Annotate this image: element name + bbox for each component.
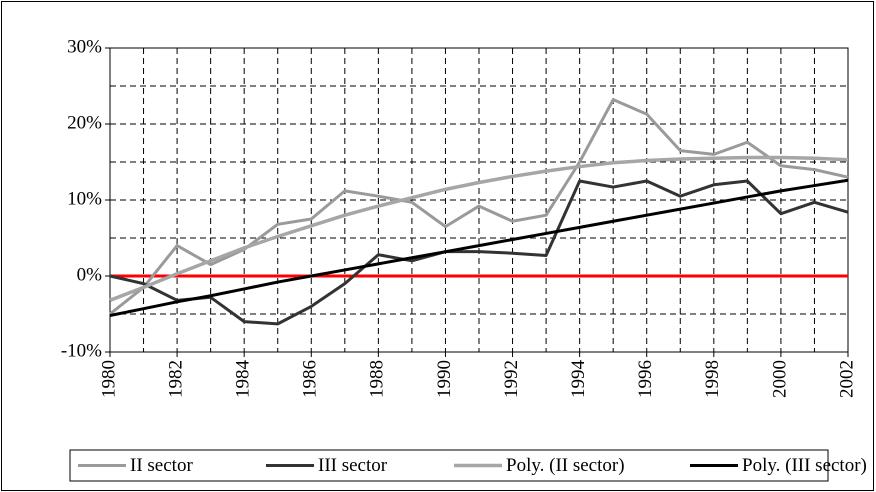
x-tick-label: 1988 xyxy=(367,360,388,398)
x-tick-label: 1986 xyxy=(300,360,321,398)
y-tick-label: 0% xyxy=(77,264,103,285)
x-tick-label: 2000 xyxy=(769,360,790,398)
legend-label: Poly. (II sector) xyxy=(506,455,625,476)
x-tick-label: 1994 xyxy=(568,360,589,399)
x-tick-label: 1984 xyxy=(233,360,254,399)
x-tick-label: 1980 xyxy=(98,360,119,398)
legend-label: II sector xyxy=(130,455,193,476)
x-tick-label: 1996 xyxy=(635,360,656,398)
series-line xyxy=(109,98,849,316)
legend-label: III sector xyxy=(318,455,388,476)
y-tick-label: 30% xyxy=(67,36,102,57)
y-tick-label: -10% xyxy=(61,340,102,361)
y-tick-label: 10% xyxy=(67,188,102,209)
series-line xyxy=(109,179,849,326)
x-tick-label: 2002 xyxy=(836,360,857,398)
x-tick-label: 1998 xyxy=(702,360,723,398)
x-tick-label: 1982 xyxy=(165,360,186,398)
y-tick-label: 20% xyxy=(67,112,102,133)
x-tick-label: 1992 xyxy=(501,360,522,398)
series-line xyxy=(109,178,849,317)
x-tick-label: 1990 xyxy=(434,360,455,398)
plot-border xyxy=(109,47,849,353)
legend-label: Poly. (III sector) xyxy=(742,455,867,476)
series-line xyxy=(109,155,849,302)
